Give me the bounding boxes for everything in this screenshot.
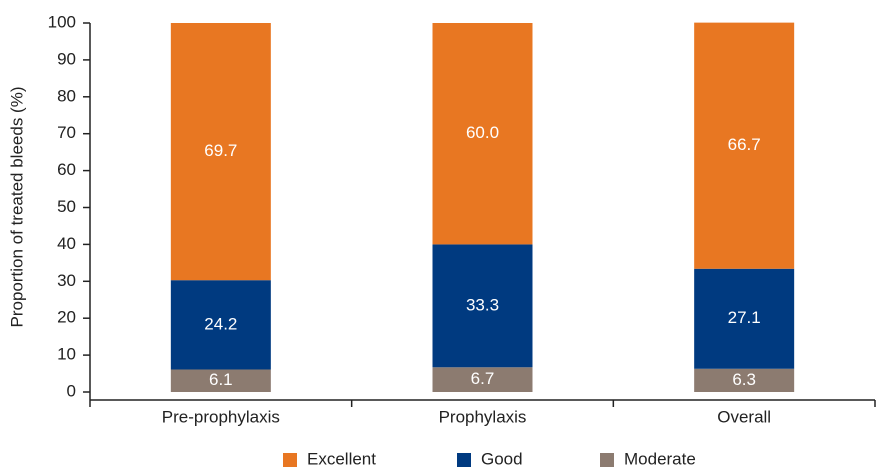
y-tick-label: 60 — [57, 160, 76, 179]
x-tick-label: Overall — [717, 407, 771, 426]
y-axis-label: Proportion of treated bleeds (%) — [7, 87, 26, 328]
y-tick-label: 20 — [57, 308, 76, 327]
value-label: 60.0 — [466, 123, 499, 142]
bar-segment — [432, 367, 533, 392]
legend-label: Good — [481, 449, 523, 468]
bar-segment — [432, 244, 533, 368]
bar-segment — [694, 368, 795, 392]
y-tick-label: 70 — [57, 123, 76, 142]
y-tick-label: 80 — [57, 86, 76, 105]
bar-segment — [170, 23, 271, 281]
y-tick-label: 10 — [57, 345, 76, 364]
bar-segment — [432, 23, 533, 245]
y-tick-label: 50 — [57, 197, 76, 216]
x-tick-label: Pre-prophylaxis — [162, 407, 280, 426]
y-tick-label: 40 — [57, 234, 76, 253]
y-tick-label: 100 — [48, 12, 76, 31]
bar-segment — [170, 369, 271, 392]
legend-swatch — [457, 453, 471, 467]
value-label: 27.1 — [728, 308, 761, 327]
legend-swatch — [600, 453, 614, 467]
bar-segment — [170, 280, 271, 370]
y-tick-label: 30 — [57, 271, 76, 290]
y-tick-label: 0 — [67, 381, 76, 400]
y-tick-label: 90 — [57, 49, 76, 68]
value-label: 6.1 — [209, 370, 233, 389]
legend-label: Moderate — [624, 449, 696, 468]
legend-swatch — [283, 453, 297, 467]
value-label: 6.7 — [471, 369, 495, 388]
bar-segment — [694, 268, 795, 369]
value-label: 33.3 — [466, 295, 499, 314]
bar-segment — [694, 22, 795, 269]
value-label: 6.3 — [732, 370, 756, 389]
value-label: 24.2 — [204, 314, 237, 333]
legend-label: Excellent — [307, 449, 376, 468]
value-label: 69.7 — [204, 141, 237, 160]
x-tick-label: Prophylaxis — [439, 407, 527, 426]
value-label: 66.7 — [728, 135, 761, 154]
